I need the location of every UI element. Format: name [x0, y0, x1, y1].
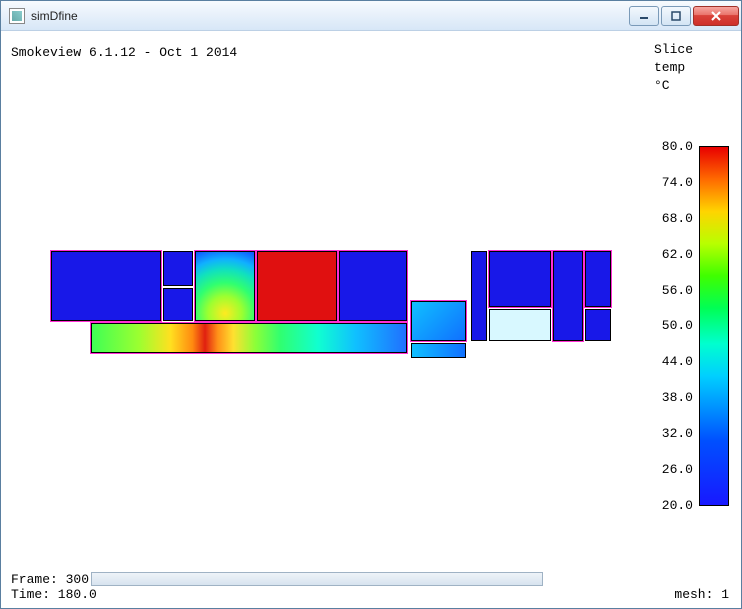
time-label: Time: 180.0 [11, 587, 97, 602]
room-r11b [585, 309, 611, 341]
cb-label: 74.0 [653, 175, 693, 190]
status-text: Frame: 300 Time: 180.0 [11, 572, 97, 602]
app-icon [9, 8, 25, 24]
room-r6 [339, 251, 407, 321]
cb-label: 56.0 [653, 283, 693, 298]
room-r11 [585, 251, 611, 307]
version-text: Smokeview 6.1.12 - Oct 1 2014 [11, 45, 237, 60]
maximize-button[interactable] [661, 6, 691, 26]
close-button[interactable] [693, 6, 739, 26]
room-r1 [51, 251, 161, 321]
cb-label: 62.0 [653, 247, 693, 262]
room-r7 [411, 301, 466, 341]
room-r3 [163, 288, 193, 321]
simulation-view[interactable] [51, 251, 611, 381]
room-r8 [471, 251, 487, 341]
cb-label: 20.0 [653, 498, 693, 513]
viewport-area[interactable]: Smokeview 6.1.12 - Oct 1 2014 Slice temp… [1, 31, 741, 608]
progress-fill [92, 573, 542, 585]
cb-label: 44.0 [653, 354, 693, 369]
window-controls [629, 6, 739, 26]
corridor-east [411, 343, 466, 358]
cb-label: 80.0 [653, 139, 693, 154]
room-r2 [163, 251, 193, 286]
room-plume [195, 251, 255, 321]
room-hot [257, 251, 337, 321]
progress-bar[interactable] [91, 572, 543, 586]
legend-quantity: temp [654, 59, 693, 77]
legend-header: Slice temp °C [654, 41, 693, 95]
cb-label: 68.0 [653, 211, 693, 226]
titlebar[interactable]: simDfine [1, 1, 741, 31]
colorbar-gradient [699, 146, 729, 506]
frame-label: Frame: 300 [11, 572, 97, 587]
corridor-main [91, 323, 407, 353]
colorbar [699, 146, 729, 506]
room-r9b [489, 309, 551, 341]
colorbar-labels: 80.0 74.0 68.0 62.0 56.0 50.0 44.0 38.0 … [653, 139, 693, 513]
cb-label: 38.0 [653, 390, 693, 405]
cb-label: 50.0 [653, 318, 693, 333]
cb-label: 26.0 [653, 462, 693, 477]
mesh-label: mesh: 1 [674, 587, 729, 602]
maximize-icon [671, 11, 681, 21]
legend-title: Slice [654, 41, 693, 59]
room-r9 [489, 251, 551, 307]
close-icon [710, 11, 722, 21]
app-window: simDfine Smokeview 6.1.12 - Oct 1 2014 S… [0, 0, 742, 609]
window-title: simDfine [31, 9, 629, 23]
legend-unit: °C [654, 77, 693, 95]
minimize-button[interactable] [629, 6, 659, 26]
minimize-icon [639, 11, 649, 21]
room-r10 [553, 251, 583, 341]
cb-label: 32.0 [653, 426, 693, 441]
